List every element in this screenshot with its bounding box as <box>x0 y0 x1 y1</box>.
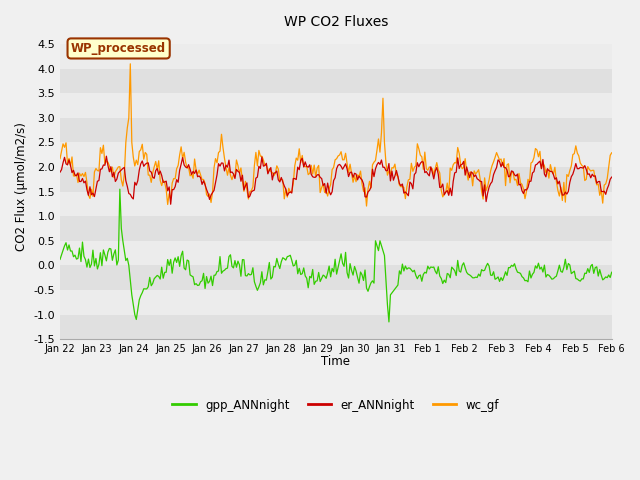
Line: gpp_ANNnight: gpp_ANNnight <box>60 189 612 322</box>
Line: wc_gf: wc_gf <box>60 64 612 206</box>
Bar <box>60 44 612 69</box>
X-axis label: Time: Time <box>321 355 350 368</box>
Legend: gpp_ANNnight, er_ANNnight, wc_gf: gpp_ANNnight, er_ANNnight, wc_gf <box>168 394 504 416</box>
Title: WP CO2 Fluxes: WP CO2 Fluxes <box>284 15 388 29</box>
Bar <box>60 143 612 167</box>
Bar <box>60 93 612 118</box>
Bar <box>60 216 612 241</box>
Bar <box>60 69 612 93</box>
Bar <box>60 167 612 192</box>
Bar <box>60 314 612 339</box>
Bar <box>60 290 612 314</box>
Bar <box>60 241 612 265</box>
Line: er_ANNnight: er_ANNnight <box>60 156 612 204</box>
Bar <box>60 265 612 290</box>
Y-axis label: CO2 Flux (μmol/m2/s): CO2 Flux (μmol/m2/s) <box>15 122 28 251</box>
Text: WP_processed: WP_processed <box>71 42 166 55</box>
Bar <box>60 118 612 143</box>
Bar <box>60 192 612 216</box>
